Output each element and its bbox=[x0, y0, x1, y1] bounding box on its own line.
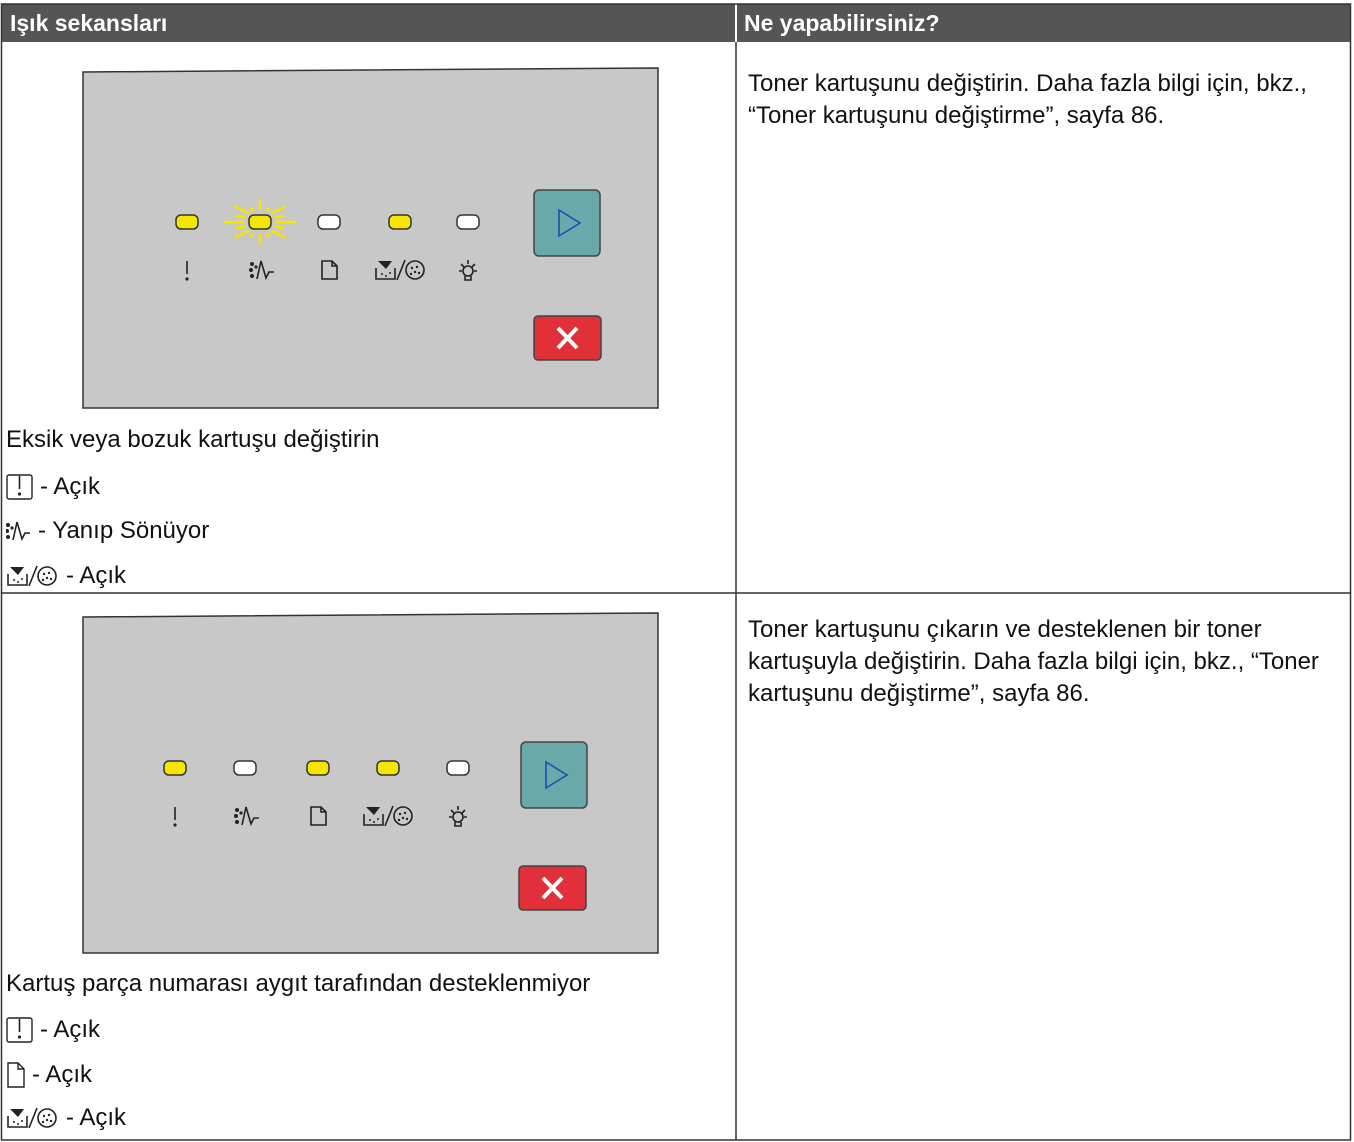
light-icon bbox=[7, 1062, 25, 1088]
light-state: - Açık bbox=[40, 473, 101, 500]
table-border bbox=[0, 3, 1352, 1141]
light-line: - Açık bbox=[6, 1059, 92, 1091]
caption: Eksik veya bozuk kartuşu değiştirin bbox=[6, 426, 380, 453]
light-state: - Açık bbox=[40, 1016, 101, 1043]
light-state: - Açık bbox=[66, 562, 127, 589]
control-panel bbox=[82, 67, 659, 409]
caption: Kartuş parça numarası aygıt tarafından d… bbox=[6, 970, 591, 997]
light-icon bbox=[6, 1017, 33, 1043]
header-cell: Işık sekansları bbox=[10, 10, 168, 36]
action-text: Toner kartuşunu değiştirin. Daha fazla b… bbox=[748, 70, 1307, 129]
control-panel bbox=[82, 612, 659, 954]
action-text: Toner kartuşunu çıkarın ve desteklenen b… bbox=[748, 616, 1319, 707]
light-state: - Yanıp Sönüyor bbox=[38, 517, 210, 544]
light-line: - Açık bbox=[6, 1102, 126, 1134]
light-line: - Açık bbox=[6, 471, 100, 503]
light-line: - Yanıp Sönüyor bbox=[6, 515, 209, 547]
light-line: - Açık bbox=[6, 1014, 100, 1046]
light-icon bbox=[6, 474, 33, 500]
header-bar bbox=[1, 4, 1351, 42]
light-icon bbox=[7, 1107, 57, 1129]
light-icon bbox=[7, 565, 57, 587]
header-cell: Ne yapabilirsiniz? bbox=[744, 10, 940, 36]
light-state: - Açık bbox=[66, 1104, 127, 1131]
light-icon bbox=[6, 521, 30, 542]
light-state: - Açık bbox=[32, 1061, 93, 1088]
light-line: - Açık bbox=[6, 560, 126, 592]
